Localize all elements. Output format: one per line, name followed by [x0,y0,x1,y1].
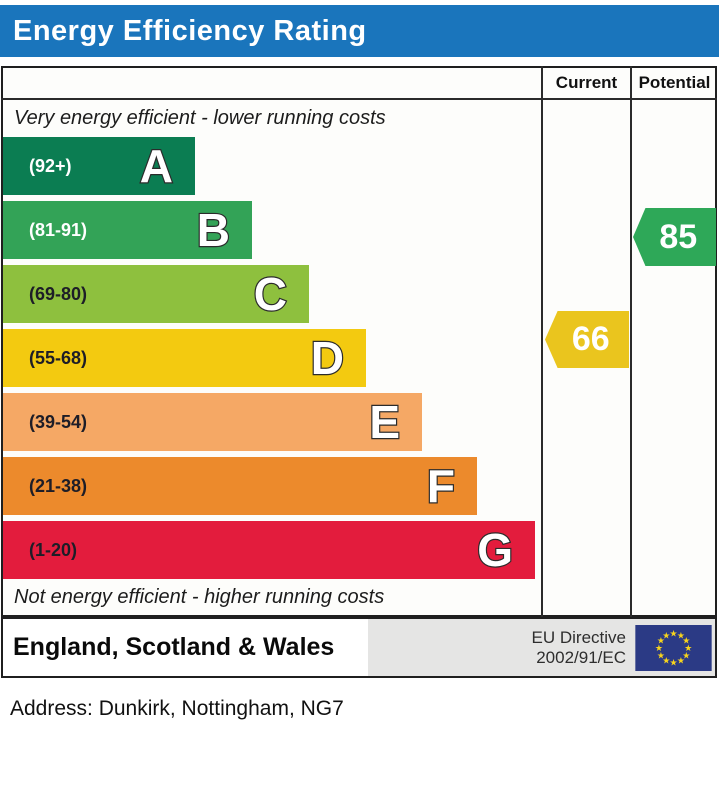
current-column-divider [541,66,543,617]
svg-text:★: ★ [684,643,692,653]
eu-directive-panel: EU Directive 2002/91/EC ★ ★ ★ ★ ★ ★ ★ ★ ★ ★ ★ ★ [368,619,715,676]
band-d-letter: D [310,332,346,384]
header-row-underline [1,98,717,100]
svg-text:★: ★ [677,630,685,640]
svg-text:★: ★ [682,650,690,660]
band-f-letter: F [426,460,457,512]
band-c: (69-80) C [3,265,309,323]
current-rating-value: 66 [571,320,610,358]
column-header-potential: Potential [638,72,711,92]
eu-flag-icon: ★ ★★★★★★★★★★★ [635,624,712,671]
svg-text:★: ★ [657,635,665,645]
band-a: (92+) A [3,137,195,195]
svg-text:★: ★ [662,655,670,665]
potential-rating-arrow: 85 [633,208,716,266]
footer-region-label: England, Scotland & Wales [13,633,335,661]
potential-column-divider [630,66,632,617]
svg-text:★: ★ [662,630,670,640]
band-b-range: (81-91) [29,219,88,240]
band-b: (81-91) B [3,201,252,259]
caption-very-efficient: Very energy efficient - lower running co… [14,107,386,129]
band-f: (21-38) F [3,457,477,515]
band-c-range: (69-80) [29,283,88,304]
band-d: (55-68) D [3,329,366,387]
svg-text:★: ★ [682,635,690,645]
address-line: Address: Dunkirk, Nottingham, NG7 [10,697,344,720]
title-bar: Energy Efficiency Rating [0,5,719,57]
svg-text:★: ★ [657,650,665,660]
band-g-letter: G [476,524,514,576]
svg-text:★: ★ [677,655,685,665]
caption-not-efficient: Not energy efficient - higher running co… [14,586,385,608]
column-header-current: Current [555,72,618,92]
eu-directive-text: EU Directive 2002/91/EC [532,628,626,668]
band-g: (1-20) G [3,521,535,579]
svg-text:★: ★ [670,628,678,638]
eu-directive-line2: 2002/91/EC [536,647,626,667]
band-e: (39-54) E [3,393,422,451]
band-a-range: (92+) [29,155,72,176]
band-f-range: (21-38) [29,475,88,496]
band-c-letter: C [253,268,289,320]
page-title: Energy Efficiency Rating [13,14,367,47]
eu-directive-line1: EU Directive [531,627,626,647]
band-e-letter: E [368,396,401,448]
band-a-letter: A [139,140,175,192]
band-e-range: (39-54) [29,411,88,432]
band-g-range: (1-20) [29,539,78,560]
svg-text:★: ★ [670,657,678,667]
band-b-letter: B [196,204,232,256]
current-rating-arrow: 66 [545,311,629,368]
band-d-range: (55-68) [29,347,88,368]
potential-rating-value: 85 [659,217,698,256]
svg-text:★: ★ [655,643,663,653]
footer-bar: England, Scotland & Wales EU Directive 2… [1,617,717,678]
